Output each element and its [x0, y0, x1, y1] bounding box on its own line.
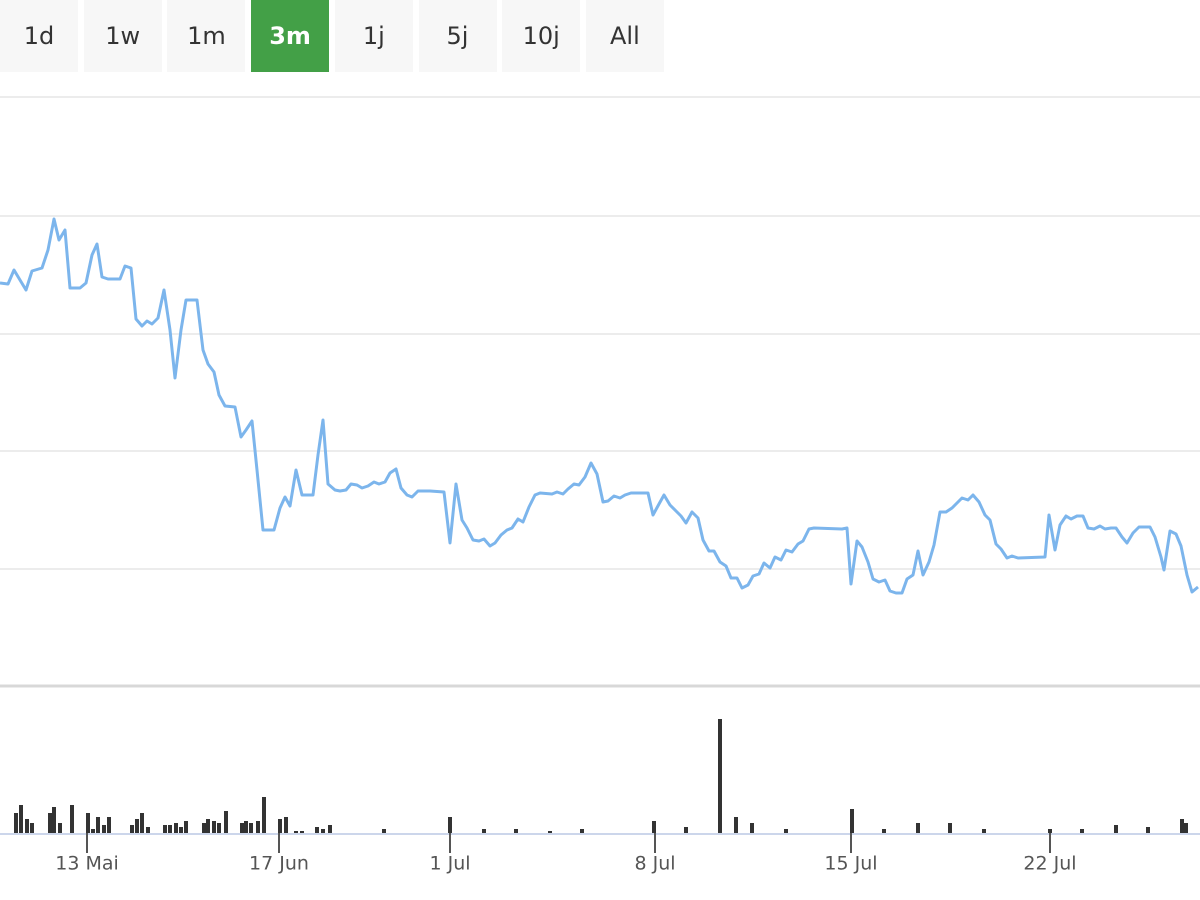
volume-bar	[315, 827, 319, 833]
range-button[interactable]: 1j	[334, 0, 413, 72]
range-button[interactable]: 10j	[502, 0, 581, 72]
volume-bar	[146, 827, 150, 833]
volume-bar	[163, 825, 167, 833]
volume-bar	[202, 823, 206, 833]
volume-bar	[1080, 829, 1084, 833]
volume-bar	[135, 819, 139, 833]
volume-bar	[448, 817, 452, 833]
range-button[interactable]: 1m	[167, 0, 246, 72]
volume-bar	[249, 823, 253, 833]
volume-bar	[684, 827, 688, 833]
volume-bar	[19, 805, 23, 833]
range-button[interactable]: 5j	[418, 0, 497, 72]
volume-bar	[382, 829, 386, 833]
volume-bar	[734, 817, 738, 833]
volume-bar	[96, 817, 100, 833]
volume-bar	[652, 821, 656, 833]
price-line	[0, 217, 1199, 595]
volume-bar	[284, 817, 288, 833]
volume-bar	[107, 817, 111, 833]
volume-bar	[206, 819, 210, 833]
volume-bar	[718, 719, 722, 833]
x-tick-label: 22 Jul	[1023, 853, 1076, 875]
volume-bar	[244, 821, 248, 833]
range-button[interactable]: All	[585, 0, 664, 72]
volume-bar	[48, 813, 52, 833]
volume-bar	[1114, 825, 1118, 833]
volume-bar	[1146, 827, 1150, 833]
volume-bar	[30, 823, 34, 833]
volume-bar	[548, 831, 552, 833]
x-tick-label: 8 Jul	[634, 853, 675, 875]
volume-bar	[262, 797, 266, 833]
volume-bar	[179, 827, 183, 833]
volume-bar	[58, 823, 62, 833]
volume-bar	[300, 831, 304, 833]
volume-bar	[140, 813, 144, 833]
volume-bar	[514, 829, 518, 833]
volume-bar	[1048, 829, 1052, 833]
volume-bar	[217, 823, 221, 833]
volume-bar	[174, 823, 178, 833]
volume-bar	[168, 825, 172, 833]
volume-bar	[184, 821, 188, 833]
volume-bar	[916, 823, 920, 833]
volume-bar	[482, 829, 486, 833]
volume-bar	[580, 829, 584, 833]
x-tick-label: 15 Jul	[824, 853, 877, 875]
volume-bar	[294, 831, 298, 833]
volume-bar	[52, 807, 56, 833]
range-button[interactable]: 1d	[0, 0, 78, 72]
volume-bar	[1180, 819, 1184, 833]
volume-bar	[212, 821, 216, 833]
volume-bar	[86, 813, 90, 833]
volume-bar	[321, 829, 325, 833]
volume-bar	[25, 819, 29, 833]
volume-bar	[14, 813, 18, 833]
volume-bar	[750, 823, 754, 833]
volume-bar	[328, 825, 332, 833]
volume-bar	[278, 819, 282, 833]
volume-bar	[982, 829, 986, 833]
range-button[interactable]: 3m	[251, 0, 330, 72]
volume-bar	[1184, 823, 1188, 833]
volume-bar	[91, 829, 95, 833]
x-tick-label: 13 Mai	[55, 853, 119, 875]
x-tick-label: 1 Jul	[429, 853, 470, 875]
volume-bar	[784, 829, 788, 833]
range-button[interactable]: 1w	[83, 0, 162, 72]
volume-bar	[948, 823, 952, 833]
volume-bar	[102, 825, 106, 833]
volume-bar	[256, 821, 260, 833]
x-tick-label: 17 Jun	[249, 853, 309, 875]
volume-bar	[224, 811, 228, 833]
volume-bar	[882, 829, 886, 833]
volume-bar	[240, 823, 244, 833]
volume-bar	[70, 805, 74, 833]
volume-bar	[850, 809, 854, 833]
volume-bar	[130, 825, 134, 833]
